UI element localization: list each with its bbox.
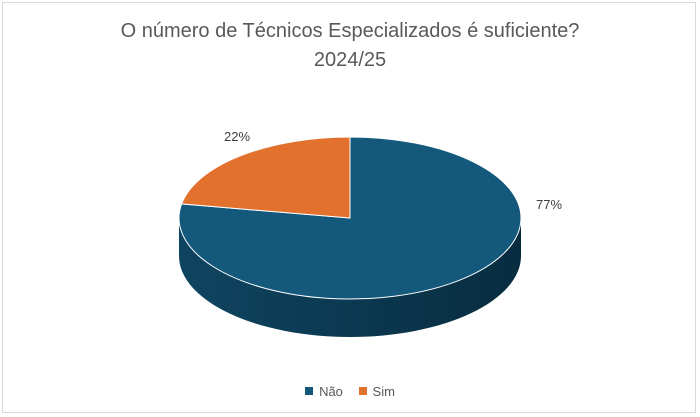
pie-slice-sim	[180, 136, 351, 219]
legend-swatch-nao	[305, 387, 314, 395]
pie-slice-nao	[178, 136, 522, 300]
legend-swatch-sim	[358, 387, 367, 395]
data-label-sim: 22%	[224, 129, 250, 144]
legend-label-sim: Sim	[372, 383, 395, 399]
legend-item-sim: Sim	[358, 383, 395, 399]
pie-side-wall	[179, 218, 521, 337]
legend-item-nao: Não	[305, 384, 343, 399]
legend-label-nao: Não	[319, 383, 343, 399]
chart-title: O número de Técnicos Especializados é su…	[120, 20, 580, 42]
data-label-nao: 77%	[536, 197, 562, 212]
chart-subtitle: 2024/25	[313, 49, 387, 71]
legend: Não Sim	[0, 383, 700, 399]
